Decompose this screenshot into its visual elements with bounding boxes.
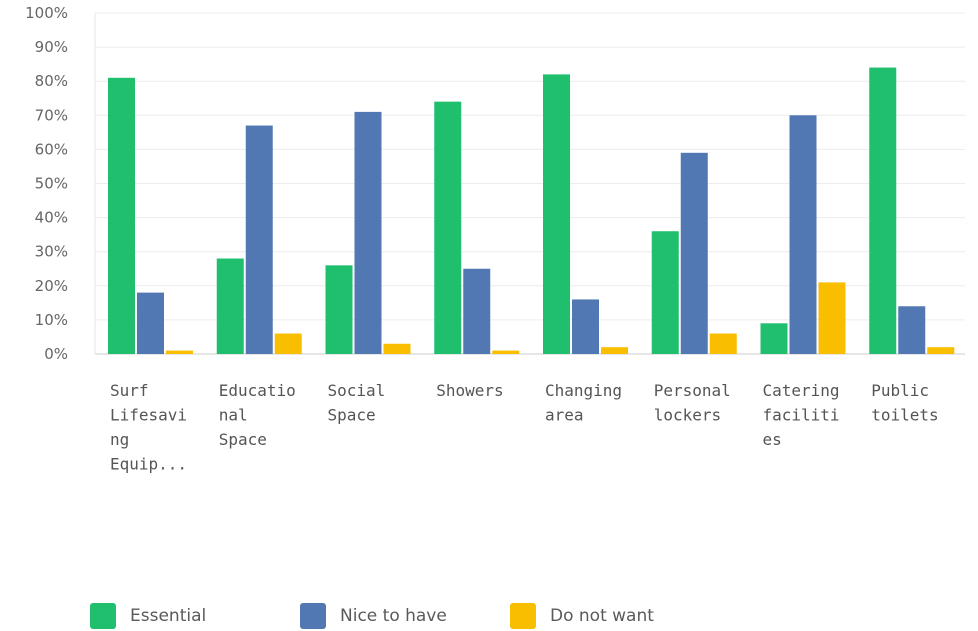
bar-essential[interactable]	[760, 323, 788, 354]
bar-nice-to-have[interactable]	[789, 115, 817, 354]
legend-swatch-essential	[90, 603, 116, 629]
y-tick-label: 0%	[44, 345, 68, 363]
x-category-label: Catering faciliti es	[763, 381, 840, 449]
legend-item-do-not-want[interactable]: Do not want	[510, 601, 654, 631]
y-tick-label: 20%	[35, 277, 68, 295]
y-tick-label: 50%	[35, 175, 68, 193]
bar-nice-to-have[interactable]	[898, 306, 926, 354]
y-tick-label: 30%	[35, 243, 68, 261]
bar-nice-to-have[interactable]	[245, 125, 273, 354]
x-category-label: Social Space	[328, 381, 386, 425]
bar-nice-to-have[interactable]	[354, 111, 382, 354]
y-tick-label: 100%	[25, 4, 68, 22]
x-axis-category-labels: Surf Lifesavi ng Equip... Educatio nal Space So…	[110, 381, 939, 474]
y-tick-label: 90%	[35, 38, 68, 56]
y-tick-label: 80%	[35, 72, 68, 90]
legend-swatch-nice-to-have	[300, 603, 326, 629]
legend-item-essential[interactable]: Essential	[90, 601, 206, 631]
legend-swatch-do-not-want	[510, 603, 536, 629]
y-axis-tick-labels: 0% 10% 20% 30% 40% 50% 60% 70% 80% 90% 100%	[25, 4, 68, 363]
y-tick-label: 60%	[35, 140, 68, 158]
bar-do-not-want[interactable]	[927, 347, 955, 354]
legend-label-nice-to-have: Nice to have	[340, 606, 447, 626]
legend-item-nice-to-have[interactable]: Nice to have	[300, 601, 447, 631]
y-tick-label: 40%	[35, 209, 68, 227]
x-category-label: Showers	[436, 381, 503, 400]
bar-do-not-want[interactable]	[818, 282, 846, 354]
x-category-label: Public toilets	[871, 381, 938, 425]
x-category-label: Surf Lifesavi ng Equip...	[110, 381, 187, 474]
bar-nice-to-have[interactable]	[137, 292, 164, 354]
bar-do-not-want[interactable]	[601, 347, 628, 354]
bar-nice-to-have[interactable]	[680, 152, 708, 354]
bar-essential[interactable]	[216, 258, 244, 354]
bar-do-not-want[interactable]	[383, 343, 411, 354]
bar-do-not-want[interactable]	[166, 350, 193, 354]
bar-do-not-want[interactable]	[274, 333, 302, 354]
bar-essential[interactable]	[543, 74, 570, 354]
x-category-label: Educatio nal Space	[219, 381, 296, 449]
bar-essential[interactable]	[108, 77, 135, 354]
bar-do-not-want[interactable]	[709, 333, 737, 354]
bar-essential[interactable]	[434, 101, 462, 354]
x-category-label: Changing area	[545, 381, 622, 425]
bar-essential[interactable]	[325, 265, 353, 354]
legend-label-do-not-want: Do not want	[550, 606, 654, 626]
bars	[108, 67, 955, 354]
bar-nice-to-have[interactable]	[572, 299, 599, 354]
y-tick-label: 10%	[35, 311, 68, 329]
bar-nice-to-have[interactable]	[463, 268, 491, 354]
legend-label-essential: Essential	[130, 606, 207, 626]
bar-essential[interactable]	[869, 67, 897, 354]
bar-do-not-want[interactable]	[492, 350, 520, 354]
x-category-label: Personal lockers	[654, 381, 731, 425]
legend: Essential Nice to have Do not want	[90, 601, 790, 631]
bar-essential[interactable]	[651, 231, 679, 354]
y-tick-label: 70%	[35, 106, 68, 124]
